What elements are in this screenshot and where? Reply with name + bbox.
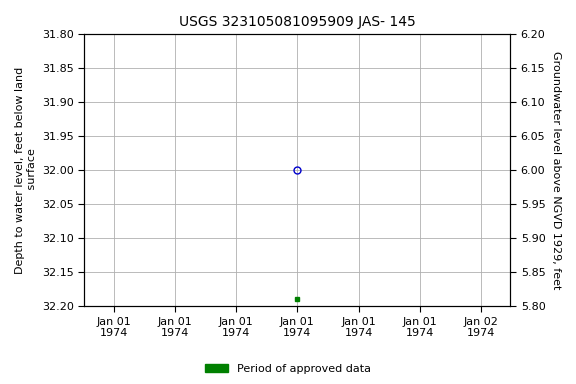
Y-axis label: Depth to water level, feet below land
 surface: Depth to water level, feet below land su… bbox=[15, 67, 37, 274]
Title: USGS 323105081095909 JAS- 145: USGS 323105081095909 JAS- 145 bbox=[179, 15, 416, 29]
Legend: Period of approved data: Period of approved data bbox=[201, 359, 375, 379]
Y-axis label: Groundwater level above NGVD 1929, feet: Groundwater level above NGVD 1929, feet bbox=[551, 51, 561, 290]
